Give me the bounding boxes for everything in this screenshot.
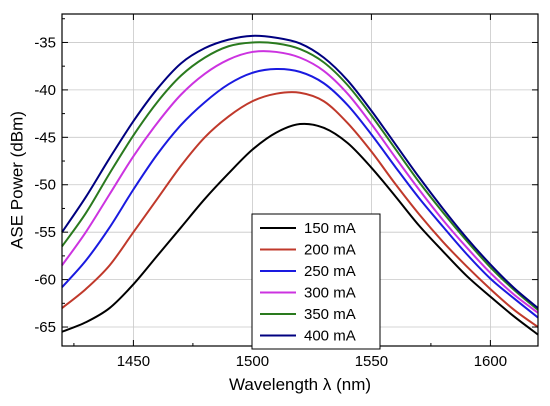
x-tick-label: 1550 (355, 353, 388, 370)
legend-label: 400 mA (304, 328, 356, 345)
x-tick-label: 1500 (236, 353, 269, 370)
y-tick-label: -50 (34, 177, 56, 194)
legend: 150 mA 200 mA 250 mA 300 mA 350 mA 400 mA (251, 213, 381, 350)
y-tick-label: -65 (34, 319, 56, 336)
y-tick-label: -40 (34, 82, 56, 99)
y-tick-label: -45 (34, 129, 56, 146)
legend-box (251, 213, 381, 350)
y-tick-label: -60 (34, 272, 56, 289)
y-axis-title: ASE Power (dBm) (7, 111, 26, 249)
x-axis-title: Wavelength λ (nm) (229, 375, 371, 394)
series-layer (61, 34, 539, 336)
legend-label: 150 mA (304, 220, 356, 237)
x-tick-label: 1450 (117, 353, 150, 370)
legend-label: 350 mA (304, 306, 356, 323)
y-tick-label: -35 (34, 34, 56, 51)
legend-label: 250 mA (304, 263, 356, 280)
x-tick-label: 1600 (474, 353, 507, 370)
y-tick-label: -55 (34, 224, 56, 241)
legend-label: 200 mA (304, 242, 356, 259)
ticks-layer: 1450 1500 1550 1600 -65 -60 -55 -50 -45 -40 -35 (34, 14, 538, 370)
legend-label: 300 mA (304, 285, 356, 302)
